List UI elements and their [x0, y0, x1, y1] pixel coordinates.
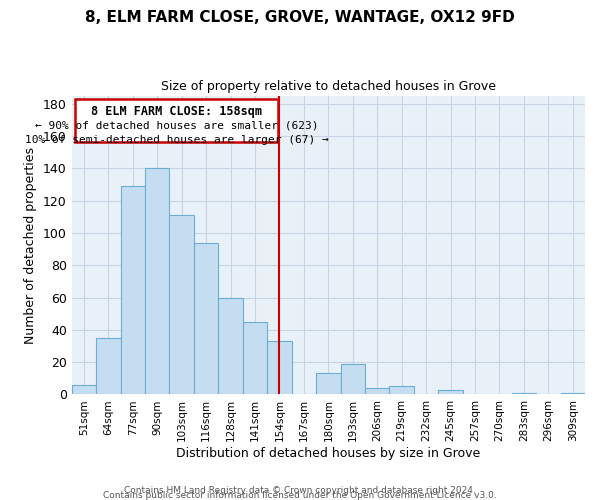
Bar — [439, 390, 463, 394]
Bar — [96, 338, 121, 394]
Text: Contains HM Land Registry data © Crown copyright and database right 2024.: Contains HM Land Registry data © Crown c… — [124, 486, 476, 495]
Bar — [560, 393, 585, 394]
Bar — [145, 168, 169, 394]
X-axis label: Distribution of detached houses by size in Grove: Distribution of detached houses by size … — [176, 447, 481, 460]
Text: Contains public sector information licensed under the Open Government Licence v3: Contains public sector information licen… — [103, 490, 497, 500]
Bar — [365, 388, 389, 394]
Y-axis label: Number of detached properties: Number of detached properties — [25, 146, 37, 344]
Bar — [267, 341, 292, 394]
Bar — [169, 215, 194, 394]
Text: 8 ELM FARM CLOSE: 158sqm: 8 ELM FARM CLOSE: 158sqm — [91, 105, 262, 118]
Text: ← 90% of detached houses are smaller (623): ← 90% of detached houses are smaller (62… — [35, 120, 319, 130]
Text: 8, ELM FARM CLOSE, GROVE, WANTAGE, OX12 9FD: 8, ELM FARM CLOSE, GROVE, WANTAGE, OX12 … — [85, 10, 515, 25]
Title: Size of property relative to detached houses in Grove: Size of property relative to detached ho… — [161, 80, 496, 93]
Bar — [218, 298, 243, 394]
Bar — [194, 242, 218, 394]
Bar — [121, 186, 145, 394]
Bar — [243, 322, 267, 394]
Bar — [512, 393, 536, 394]
Text: 10% of semi-detached houses are larger (67) →: 10% of semi-detached houses are larger (… — [25, 135, 329, 145]
Bar — [71, 385, 96, 394]
FancyBboxPatch shape — [76, 99, 278, 142]
Bar — [341, 364, 365, 394]
Bar — [389, 386, 414, 394]
Bar — [316, 374, 341, 394]
